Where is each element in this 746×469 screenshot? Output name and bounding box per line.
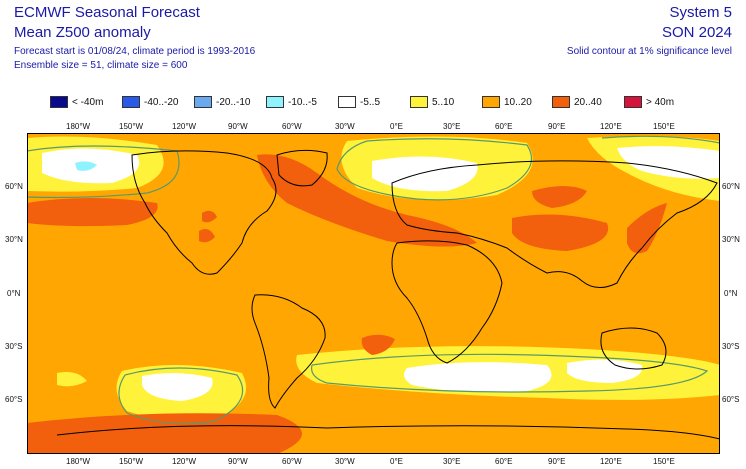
lat-label-right: 0°N [724, 289, 738, 298]
legend-swatch [482, 96, 500, 108]
z500-anomaly-map [27, 133, 720, 454]
legend-swatch [624, 96, 642, 108]
ensemble-size-info: Ensemble size = 51, climate size = 600 [14, 60, 188, 71]
lat-label-left: 60°S [5, 395, 23, 404]
lon-label-top: 150°E [653, 122, 675, 131]
legend-label: 20..40 [574, 96, 602, 108]
north-america-outline [131, 150, 277, 275]
legend-label: > 40m [646, 96, 675, 108]
lat-label-right: 30°S [722, 342, 740, 351]
chart-subtitle: Mean Z500 anomaly [14, 24, 151, 41]
greenland-outline [276, 149, 328, 187]
lon-label-top: 150°W [119, 122, 144, 131]
system-label: System 5 [669, 4, 732, 21]
anomaly-neg-5-10-regions [75, 161, 97, 171]
lon-label-bottom: 180°W [66, 457, 91, 466]
legend-swatch [194, 96, 212, 108]
lon-label-bottom: 30°E [443, 457, 461, 466]
legend-item: -5..5 [338, 94, 380, 110]
lon-label-top: 0°E [390, 122, 403, 131]
lon-label-top: 120°W [172, 122, 197, 131]
anomaly-5-10-regions [27, 136, 720, 421]
color-legend: < -40m -40..-20 -20..-10 -10..-5 -5..5 5… [0, 94, 746, 110]
anomaly-20-40-regions [27, 154, 667, 454]
legend-label: -5..5 [360, 96, 381, 108]
legend-label: -20..-10 [216, 96, 251, 108]
legend-swatch [552, 96, 570, 108]
africa-outline [391, 240, 503, 364]
chart-title: ECMWF Seasonal Forecast [14, 4, 200, 21]
south-america-outline [251, 294, 326, 409]
lon-label-bottom: 120°E [600, 457, 622, 466]
lon-label-top: 120°E [600, 122, 622, 131]
lon-label-top: 60°W [282, 122, 302, 131]
lon-label-bottom: 60°E [495, 457, 513, 466]
lon-label-bottom: 30°W [335, 457, 355, 466]
lon-label-top: 90°W [228, 122, 248, 131]
lat-label-left: 0°N [7, 289, 21, 298]
legend-item: -20..-10 [194, 94, 250, 110]
legend-label: < -40m [72, 96, 104, 108]
significance-note: Solid contour at 1% significance level [566, 46, 732, 57]
lat-label-right: 30°N [722, 235, 740, 244]
lon-label-bottom: 90°W [228, 457, 248, 466]
significance-contours [27, 135, 720, 425]
lon-label-top: 90°E [548, 122, 566, 131]
map-frame [27, 133, 720, 454]
legend-item: -40..-20 [122, 94, 178, 110]
antarctica-outline [56, 425, 720, 440]
australia-outline [600, 327, 667, 370]
lon-label-bottom: 150°W [119, 457, 144, 466]
coastlines [56, 149, 720, 440]
legend-label: 10..20 [504, 96, 532, 108]
lat-label-left: 30°S [5, 342, 23, 351]
legend-item: > 40m [624, 94, 674, 110]
legend-swatch [122, 96, 140, 108]
lat-label-right: 60°N [722, 182, 740, 191]
lon-label-top: 30°W [335, 122, 355, 131]
lat-label-right: 60°S [722, 395, 740, 404]
legend-item: -10..-5 [266, 94, 317, 110]
europe-asia-outline [391, 160, 718, 288]
lon-label-top: 180°W [66, 122, 91, 131]
lon-label-bottom: 120°W [172, 457, 197, 466]
season-label: SON 2024 [661, 24, 732, 41]
lat-label-left: 60°N [5, 182, 23, 191]
lon-label-top: 60°E [495, 122, 513, 131]
lon-label-bottom: 90°E [548, 457, 566, 466]
lat-label-left: 30°N [5, 235, 23, 244]
legend-swatch [266, 96, 284, 108]
legend-swatch [50, 96, 68, 108]
lon-label-top: 30°E [443, 122, 461, 131]
legend-label: 5..10 [432, 96, 455, 108]
legend-item: 20..40 [552, 94, 602, 110]
legend-label: -10..-5 [288, 96, 317, 108]
legend-item: < -40m [50, 94, 103, 110]
legend-label: -40..-20 [144, 96, 179, 108]
legend-swatch [338, 96, 356, 108]
legend-swatch [410, 96, 428, 108]
lon-label-bottom: 60°W [282, 457, 302, 466]
legend-item: 5..10 [410, 94, 454, 110]
forecast-start-info: Forecast start is 01/08/24, climate peri… [14, 46, 256, 57]
lon-label-bottom: 150°E [653, 457, 675, 466]
legend-item: 10..20 [482, 94, 532, 110]
lon-label-bottom: 0°E [390, 457, 403, 466]
